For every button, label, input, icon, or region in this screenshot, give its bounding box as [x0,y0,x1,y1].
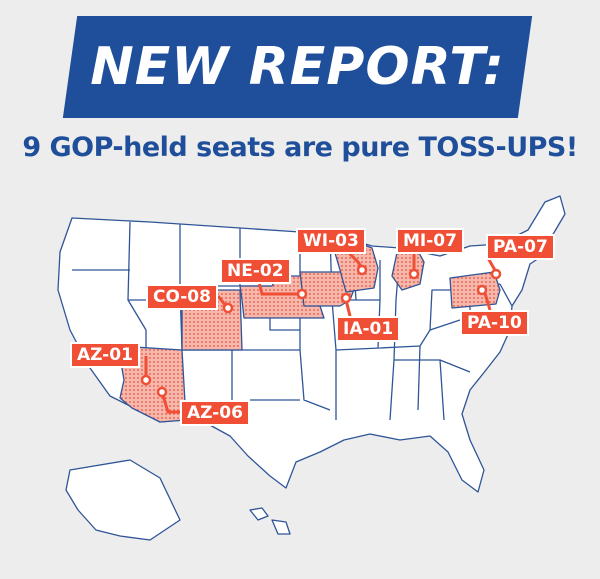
label-pa-07: PA-07 [486,234,555,260]
label-pa-10: PA-10 [460,310,529,336]
label-az-01: AZ-01 [70,342,140,368]
banner-title: NEW REPORT: [90,37,505,97]
hawaii [249,507,291,535]
subtitle: 9 GOP-held seats are pure TOSS-UPS! [22,132,578,163]
label-mi-07: MI-07 [396,228,464,254]
label-wi-03: WI-03 [296,228,366,254]
alaska [65,459,181,541]
label-az-06: AZ-06 [180,400,250,426]
label-ia-01: IA-01 [336,316,401,342]
label-co-08: CO-08 [146,284,218,310]
label-ne-02: NE-02 [220,258,291,284]
